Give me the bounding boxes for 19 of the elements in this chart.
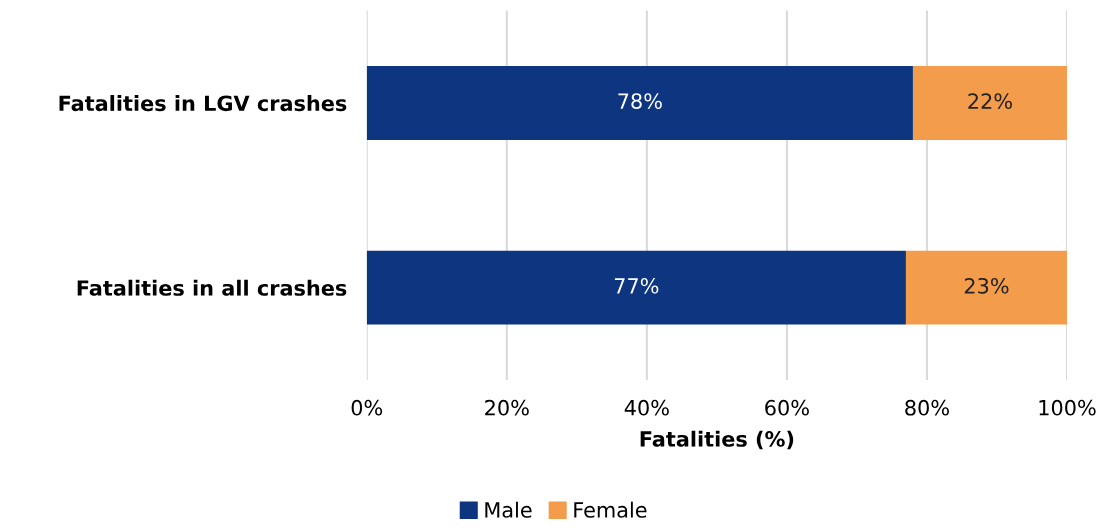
- bar: [912, 66, 1067, 140]
- y-tick-label: Fatalities in LGV crashes: [59, 95, 347, 112]
- data-label: 77%: [614, 277, 659, 294]
- x-tick-label: 100%: [1039, 399, 1096, 416]
- legend-label: Male: [485, 501, 532, 518]
- x-tick-label: 20%: [485, 399, 529, 416]
- legend-label: Female: [574, 501, 647, 518]
- data-label: 22%: [968, 93, 1012, 109]
- data-label: 78%: [618, 93, 662, 109]
- x-axis-title: Fatalities (%): [640, 430, 794, 450]
- bar: [366, 250, 906, 325]
- x-tick-label: 40%: [624, 399, 669, 416]
- x-tick-label: 60%: [765, 399, 809, 416]
- x-tick-label: 80%: [905, 399, 949, 416]
- bar: [905, 250, 1067, 325]
- x-tick-label: 0%: [351, 399, 383, 416]
- y-tick-label: Fatalities in all crashes: [77, 279, 347, 296]
- data-label: 23%: [964, 277, 1009, 294]
- bar: [366, 66, 913, 140]
